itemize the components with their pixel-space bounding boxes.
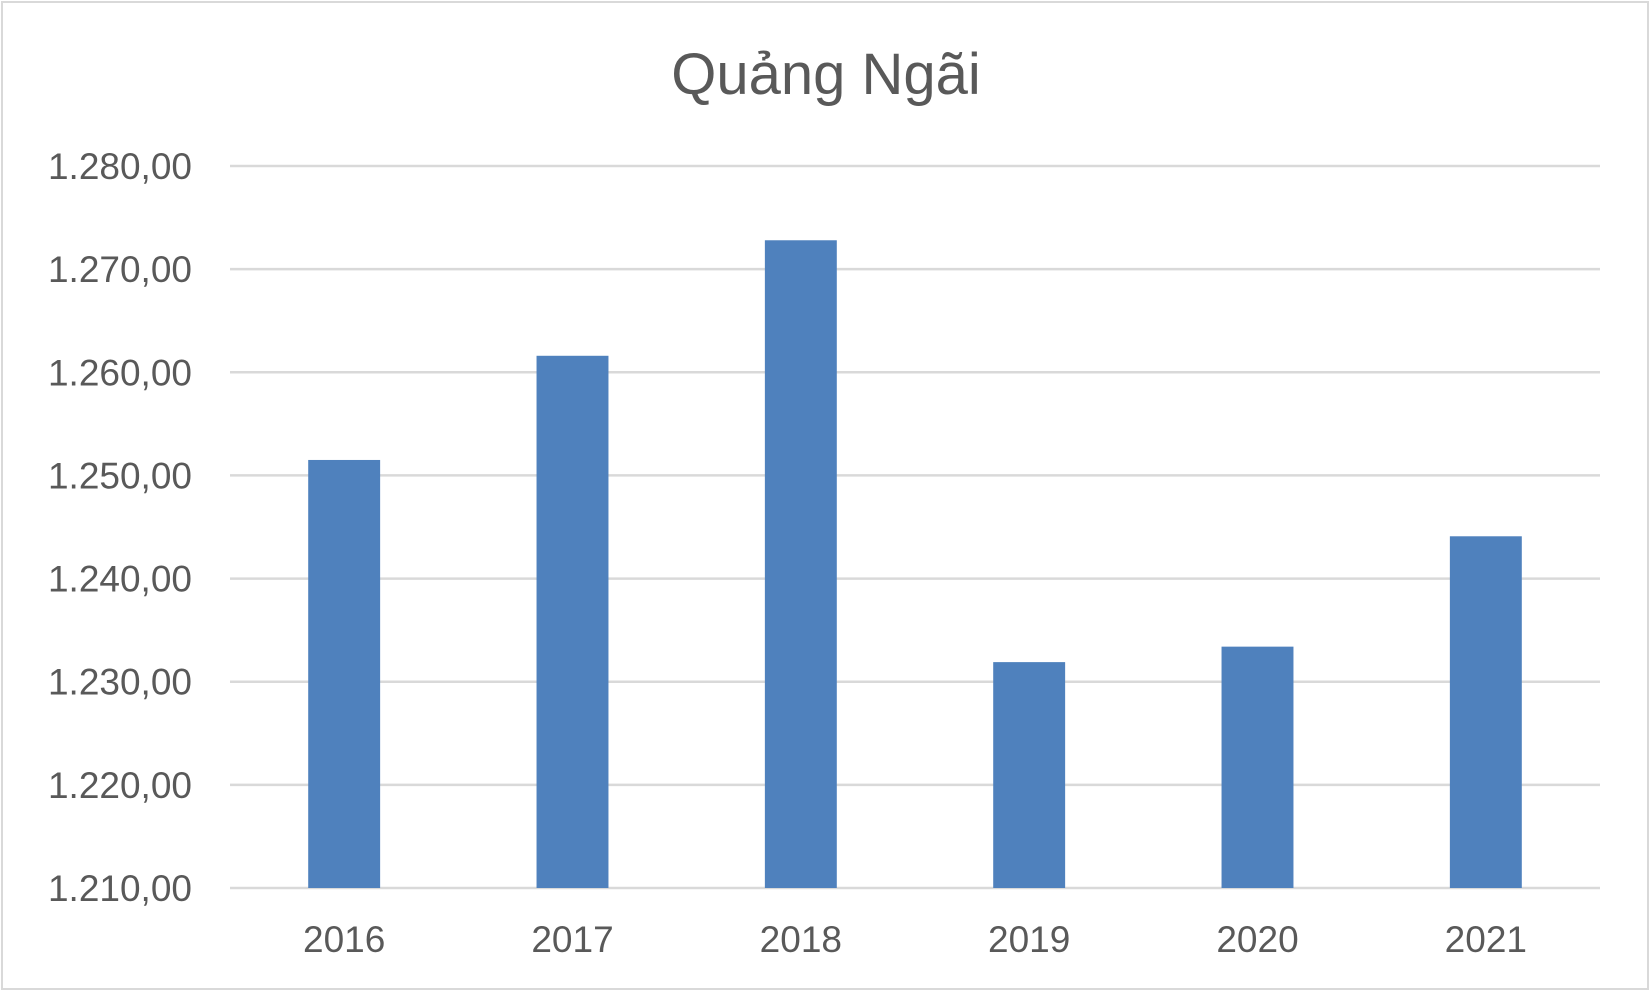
y-tick-label: 1.260,00: [48, 352, 192, 393]
bar-2020: [1221, 646, 1294, 888]
bar-2016: [308, 459, 381, 888]
y-tick-label: 1.210,00: [48, 868, 192, 909]
y-tick-label: 1.250,00: [48, 455, 192, 496]
y-tick-label: 1.280,00: [48, 146, 192, 187]
x-tick-label: 2016: [303, 919, 385, 960]
bar-2021: [1449, 536, 1522, 888]
y-tick-label: 1.240,00: [48, 559, 192, 600]
chart-title: Quảng Ngãi: [671, 42, 981, 107]
gridlines: [230, 164, 1600, 890]
bar-2018: [764, 240, 837, 888]
y-tick-label: 1.230,00: [48, 662, 192, 703]
x-tick-label: 2018: [760, 919, 842, 960]
x-tick-label: 2021: [1445, 919, 1527, 960]
y-tick-label: 1.220,00: [48, 765, 192, 806]
y-axis-tick-labels: 1.210,00 1.220,00 1.230,00 1.240,00 1.250,00…: [48, 146, 192, 909]
x-tick-label: 2017: [531, 919, 613, 960]
x-axis-tick-labels: 2016 2017 2018 2019 2020 2021: [303, 919, 1527, 960]
x-tick-label: 2019: [988, 919, 1070, 960]
bar-2017: [536, 355, 609, 889]
bars: [308, 240, 1522, 889]
bar-2019: [993, 662, 1066, 888]
x-tick-label: 2020: [1216, 919, 1298, 960]
y-tick-label: 1.270,00: [48, 249, 192, 290]
